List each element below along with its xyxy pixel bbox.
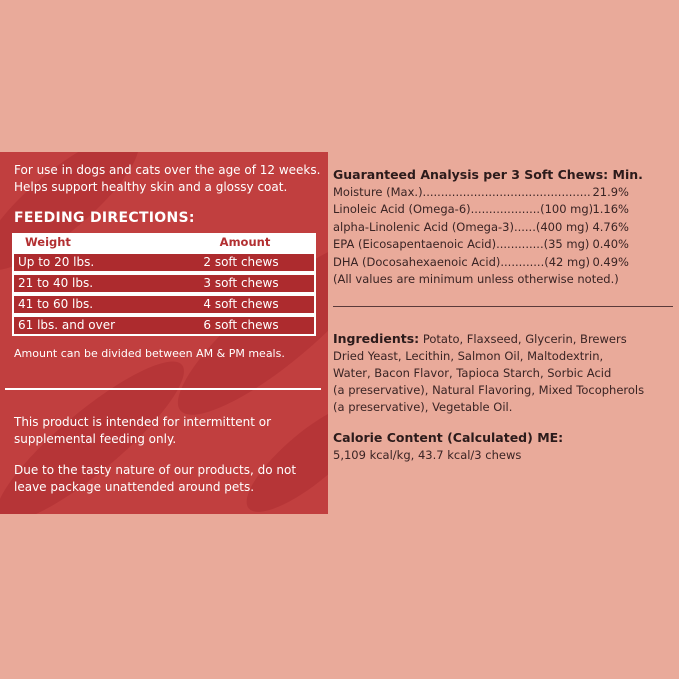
- table-row: Up to 20 lbs. 2 soft chews: [13, 253, 315, 272]
- ingredients-line: (a preservative), Vegetable Oil.: [333, 400, 513, 414]
- weight-cell: 61 lbs. and over: [18, 318, 116, 332]
- ingredients-line: Water, Bacon Flavor, Tapioca Starch, Sor…: [333, 366, 612, 380]
- text-line: Due to the tasty nature of our products,…: [14, 463, 297, 477]
- amount-cell: 6 soft chews: [203, 318, 279, 332]
- text-line: supplemental feeding only.: [14, 432, 177, 446]
- analysis-label: Linoleic Acid (Omega-6).................…: [333, 202, 593, 216]
- amount-cell: 2 soft chews: [203, 255, 279, 269]
- table-header: Weight Amount: [13, 234, 315, 251]
- feeding-table: Weight Amount Up to 20 lbs. 2 soft chews…: [12, 233, 316, 336]
- analysis-value: 0.49%: [592, 254, 629, 269]
- analysis-label: EPA (Eicosapentaenoic Acid).............…: [333, 237, 590, 251]
- divider: [5, 388, 321, 390]
- analysis-value: 0.40%: [592, 237, 629, 251]
- analysis-heading: Guaranteed Analysis per 3 Soft Chews: Mi…: [333, 167, 643, 182]
- weight-cell: 41 to 60 lbs.: [18, 297, 94, 311]
- analysis-value: 1.16%: [592, 202, 629, 216]
- ingredients-line: (a preservative), Natural Flavoring, Mix…: [333, 383, 645, 397]
- calorie-content: Calorie Content (Calculated) ME: 5,109 k…: [333, 429, 563, 464]
- analysis-row: alpha-Linolenic Acid (Omega-3)......(400…: [333, 219, 629, 237]
- intermittent-text: This product is intended for intermitten…: [14, 414, 271, 448]
- analysis-label: alpha-Linolenic Acid (Omega-3)......(400…: [333, 219, 589, 234]
- table-row: 41 to 60 lbs. 4 soft chews: [13, 295, 315, 314]
- weight-cell: 21 to 40 lbs.: [18, 276, 94, 290]
- ingredients-line: Potato, Flaxseed, Glycerin, Brewers: [419, 332, 627, 346]
- ingredients: Ingredients: Potato, Flaxseed, Glycerin,…: [333, 330, 644, 416]
- amount-cell: 4 soft chews: [203, 297, 279, 311]
- meal-note: Amount can be divided between AM & PM me…: [14, 347, 285, 360]
- analysis-footnote: (All values are minimum unless otherwise…: [333, 272, 619, 286]
- divider: [333, 306, 673, 307]
- header-weight: Weight: [25, 235, 71, 249]
- feeding-panel: For use in dogs and cats over the age of…: [0, 152, 328, 514]
- intro-line: Helps support healthy skin and a glossy …: [14, 180, 288, 194]
- analysis-row: Linoleic Acid (Omega-6).................…: [333, 201, 629, 219]
- calorie-value: 5,109 kcal/kg, 43.7 kcal/3 chews: [333, 447, 522, 462]
- intro-line: For use in dogs and cats over the age of…: [14, 163, 321, 177]
- text-line: This product is intended for intermitten…: [14, 415, 272, 429]
- analysis-row: DHA (Docosahexaenoic Acid)............(4…: [333, 254, 629, 272]
- table-row: 21 to 40 lbs. 3 soft chews: [13, 274, 315, 293]
- weight-cell: Up to 20 lbs.: [18, 255, 95, 269]
- header-amount: Amount: [219, 235, 271, 249]
- text-line: leave package unattended around pets.: [14, 480, 255, 494]
- analysis-row: EPA (Eicosapentaenoic Acid).............…: [333, 236, 629, 254]
- intro-text: For use in dogs and cats over the age of…: [14, 162, 320, 196]
- guaranteed-analysis: Guaranteed Analysis per 3 Soft Chews: Mi…: [333, 166, 643, 289]
- calorie-heading: Calorie Content (Calculated) ME:: [333, 430, 564, 445]
- analysis-value: 4.76%: [592, 219, 629, 234]
- feeding-heading: FEEDING DIRECTIONS:: [14, 210, 195, 226]
- table-row: 61 lbs. and over 6 soft chews: [13, 316, 315, 335]
- analysis-label: DHA (Docosahexaenoic Acid)............(4…: [333, 254, 590, 269]
- amount-cell: 3 soft chews: [203, 276, 279, 290]
- analysis-value: 21.9%: [592, 184, 629, 199]
- warning-text: Due to the tasty nature of our products,…: [14, 462, 296, 496]
- ingredients-line: Dried Yeast, Lecithin, Salmon Oil, Malto…: [333, 349, 604, 363]
- ingredients-label: Ingredients:: [333, 331, 420, 346]
- analysis-label: Moisture (Max.).........................…: [333, 184, 593, 199]
- analysis-row: Moisture (Max.).........................…: [333, 184, 629, 202]
